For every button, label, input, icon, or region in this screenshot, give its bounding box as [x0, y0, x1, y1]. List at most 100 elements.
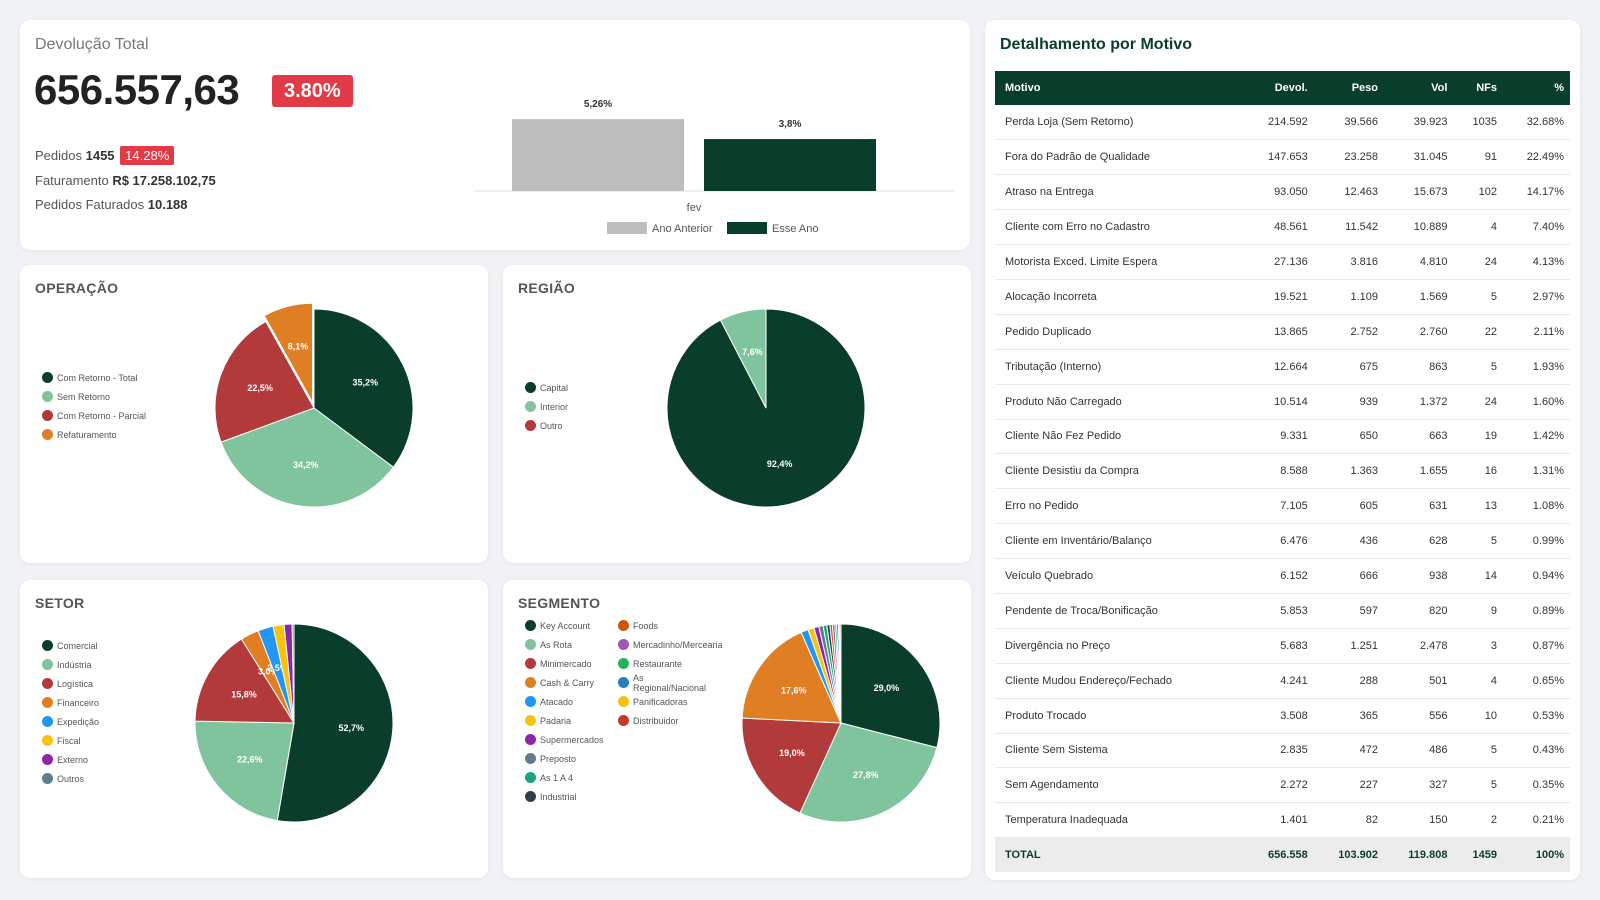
table-row[interactable]: Tributação (Interno) 12.664 675 863 5 1.93%: [995, 349, 1570, 385]
table-cell: 2.760: [1419, 325, 1448, 338]
table-row[interactable]: Atraso na Entrega 93.050 12.463 15.673 102 14…: [995, 175, 1570, 210]
operacao-legend-item[interactable]: Com Retorno - Total: [42, 368, 146, 387]
segmento-legend-item[interactable]: Distribuidor: [618, 711, 703, 730]
segmento-legend-item[interactable]: Panificadoras: [618, 692, 703, 711]
regiao-card: REGIÃO Capital Interior Outro 92,4% 7,6%: [503, 265, 971, 563]
table-cell: 48.561: [1274, 221, 1308, 234]
table-header-0[interactable]: Motivo: [1005, 82, 1041, 94]
segmento-legend-item[interactable]: As Regional/Nacional: [618, 673, 706, 693]
bar-legend-swatch-1: [727, 222, 767, 234]
segmento-slice-label-1: 27,8%: [853, 770, 879, 780]
table-cell: 12.664: [1274, 360, 1308, 373]
table-row[interactable]: Fora do Padrão de Qualidade 147.653 23.258…: [995, 140, 1570, 175]
legend-dot-icon: [618, 658, 629, 669]
table-cell: 436: [1359, 535, 1378, 548]
table-row[interactable]: Sem Agendamento 2.272 227 327 5 0.35%: [995, 768, 1570, 803]
segmento-legend-item[interactable]: Industrial: [525, 787, 610, 806]
segmento-legend-item[interactable]: Padaria: [525, 711, 610, 730]
legend-label: Panificadoras: [633, 696, 688, 707]
table-row[interactable]: Veículo Quebrado 6.152 666 938 14 0.94%: [995, 559, 1570, 594]
table-cell: 365: [1359, 709, 1378, 722]
regiao-legend-item[interactable]: Capital: [525, 378, 568, 397]
table-row[interactable]: Divergência no Preço 5.683 1.251 2.478 3 0.87…: [995, 628, 1570, 664]
table-row[interactable]: Pedido Duplicado 13.865 2.752 2.760 22 2.11%: [995, 314, 1570, 350]
legend-dot-icon: [618, 639, 629, 650]
table-cell: 5.683: [1280, 639, 1308, 652]
table-cell: Cliente Sem Sistema: [1005, 744, 1108, 757]
table-total-cell: 1459: [1472, 848, 1497, 861]
kpi-badge: 3.80%: [272, 75, 353, 107]
table-row[interactable]: Produto Não Carregado 10.514 939 1.372 24 1.6…: [995, 384, 1570, 420]
table-row[interactable]: Cliente com Erro no Cadastro 48.561 11.542…: [995, 210, 1570, 245]
operacao-slice-label-2: 22,5%: [247, 383, 273, 393]
regiao-slice-label-0: 92,4%: [767, 459, 793, 469]
table-row[interactable]: Cliente Não Fez Pedido 9.331 650 663 19 1.42%: [995, 419, 1570, 454]
table-cell: 0.43%: [1532, 744, 1564, 757]
table-cell: 4: [1490, 221, 1497, 234]
table-row[interactable]: Erro no Pedido 7.105 605 631 13 1.08%: [995, 489, 1570, 524]
table-row[interactable]: Temperatura Inadequada 1.401 82 150 2 0.21%: [995, 803, 1570, 838]
table-cell: 93.050: [1274, 186, 1308, 199]
segmento-legend-item[interactable]: Preposto: [525, 749, 610, 768]
table-row[interactable]: Alocação Incorreta 19.521 1.109 1.569 5 2.97%: [995, 279, 1570, 315]
operacao-legend-item[interactable]: Com Retorno - Parcial: [42, 406, 146, 425]
table-header-5[interactable]: %: [1554, 82, 1564, 94]
table-row[interactable]: Pendente de Troca/Bonificação 5.853 597 820…: [995, 593, 1570, 629]
setor-legend-item[interactable]: Financeiro: [42, 693, 99, 712]
table-cell: 27.136: [1274, 256, 1308, 268]
table-header-3[interactable]: Vol: [1431, 82, 1448, 94]
segmento-legend-item[interactable]: Atacado: [525, 692, 610, 711]
segmento-legend-item[interactable]: Key Account: [525, 616, 610, 635]
table-cell: 472: [1359, 744, 1378, 757]
setor-legend-item[interactable]: Indústria: [42, 655, 99, 674]
table-row[interactable]: Perda Loja (Sem Retorno) 214.592 39.566 39.…: [995, 105, 1570, 140]
segmento-legend-item[interactable]: As 1 A 4: [525, 768, 610, 787]
table-header-4[interactable]: NFs: [1476, 82, 1497, 94]
table-cell: 10.889: [1413, 221, 1448, 234]
regiao-legend-item[interactable]: Interior: [525, 397, 568, 416]
table-row[interactable]: Cliente Sem Sistema 2.835 472 486 5 0.43%: [995, 733, 1570, 768]
table-cell: Motorista Exced. Limite Espera: [1005, 256, 1158, 268]
setor-legend-item[interactable]: Fiscal: [42, 731, 99, 750]
segmento-legend-item[interactable]: Restaurante: [618, 654, 703, 673]
operacao-legend-item[interactable]: Refaturamento: [42, 425, 146, 444]
segmento-legend-item[interactable]: Supermercados: [525, 730, 610, 749]
legend-dot-icon: [525, 791, 536, 802]
legend-dot-icon: [42, 391, 53, 402]
table-row[interactable]: Cliente Mudou Endereço/Fechado 4.241 288 50…: [995, 663, 1570, 699]
legend-label: Minimercado: [540, 658, 592, 669]
operacao-legend-item[interactable]: Sem Retorno: [42, 387, 146, 406]
setor-legend-item[interactable]: Externo: [42, 750, 99, 769]
legend-dot-icon: [525, 772, 536, 783]
kpi-value: 656.557,63: [34, 66, 240, 113]
legend-label: Atacado: [540, 696, 574, 707]
table-cell: Temperatura Inadequada: [1005, 814, 1128, 827]
table-cell: 1.109: [1350, 290, 1378, 303]
segmento-legend-item[interactable]: Cash & Carry: [525, 673, 610, 692]
setor-legend-item[interactable]: Comercial: [42, 636, 99, 655]
table-row[interactable]: Cliente Desistiu da Compra 8.588 1.363 1.65…: [995, 454, 1570, 489]
legend-label: Foods: [633, 620, 659, 631]
segmento-legend: Key Account As Rota Minimercado Cash & Carr…: [525, 616, 725, 806]
table-cell: Produto Não Carregado: [1005, 395, 1122, 408]
legend-label: As 1 A 4: [540, 772, 574, 783]
setor-legend-item[interactable]: Outros: [42, 769, 99, 788]
segmento-legend-item[interactable]: Mercadinho/Mercearia: [618, 635, 723, 654]
segmento-legend-item[interactable]: As Rota: [525, 635, 610, 654]
setor-pie-chart: 52,7% 22,6% 15,8% 3,0%2,5%: [194, 623, 394, 823]
table-row[interactable]: Motorista Exced. Limite Espera 27.136 3.81…: [995, 245, 1570, 280]
setor-legend-item[interactable]: Logística: [42, 674, 99, 693]
table-row[interactable]: Cliente em Inventário/Balanço 6.476 436 628…: [995, 524, 1570, 559]
table-cell: 5.853: [1280, 604, 1308, 617]
table-header-2[interactable]: Peso: [1351, 82, 1378, 94]
table-cell: 2.478: [1419, 639, 1448, 652]
table-cell: 9.331: [1280, 430, 1308, 443]
segmento-legend-item[interactable]: Foods: [618, 616, 703, 635]
regiao-legend-item[interactable]: Outro: [525, 416, 568, 435]
setor-legend-item[interactable]: Expedição: [42, 712, 99, 731]
legend-dot-icon: [42, 410, 53, 421]
table-header-1[interactable]: Devol.: [1274, 82, 1308, 94]
table-row[interactable]: Produto Trocado 3.508 365 556 10 0.53%: [995, 698, 1570, 734]
legend-dot-icon: [42, 640, 53, 651]
segmento-legend-item[interactable]: Minimercado: [525, 654, 610, 673]
